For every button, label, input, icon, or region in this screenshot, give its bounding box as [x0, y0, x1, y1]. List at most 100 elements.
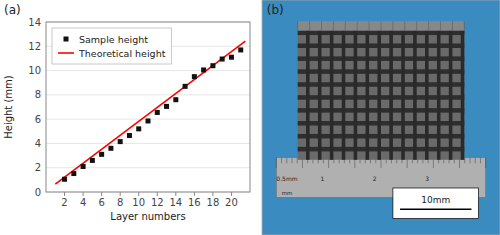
photo-background — [262, 0, 500, 235]
ruler-tick — [475, 157, 476, 163]
legend: Sample height Theoretical height — [52, 28, 171, 64]
scaffold-rod — [464, 21, 465, 30]
y-grid-line — [46, 143, 250, 144]
scaffold-rod — [452, 21, 453, 30]
ruler-tick — [281, 157, 282, 163]
sample-point — [118, 139, 123, 144]
x-tick-label: 4 — [80, 197, 86, 208]
sample-point — [173, 97, 178, 102]
scaffold-rod — [357, 21, 358, 30]
sample-point — [136, 126, 141, 131]
ruler-unit: mm — [282, 190, 293, 196]
legend-box — [52, 28, 171, 64]
x-tick-label: 6 — [98, 197, 104, 208]
ruler-label: 1 — [320, 175, 324, 182]
ruler-tick — [276, 157, 277, 168]
sample-point — [220, 57, 225, 62]
scaffold-rod — [392, 21, 393, 30]
scaffold-channel — [330, 31, 334, 160]
scaffold-rod — [428, 21, 429, 30]
y-tick-label: 10 — [28, 65, 41, 76]
scaffold-channel — [377, 31, 381, 160]
scaffold — [298, 31, 465, 160]
ruler-label: 3 — [425, 175, 429, 182]
legend-label: Sample height — [79, 34, 148, 45]
x-tick — [157, 192, 158, 196]
scaffold-channel — [437, 31, 441, 160]
x-tick — [101, 192, 102, 196]
x-tick — [194, 192, 195, 196]
ruler-tick — [291, 157, 292, 163]
ruler-tick — [286, 157, 287, 163]
panel-label: (b) — [267, 3, 284, 17]
grid — [46, 22, 250, 192]
sample-point — [146, 118, 151, 123]
y-tick-label: 2 — [35, 162, 41, 173]
scaffold-rod — [369, 21, 370, 30]
x-tick-label: 20 — [225, 197, 238, 208]
scaffold-channel — [413, 31, 417, 160]
sample-point — [210, 63, 215, 68]
y-grid-line — [46, 70, 250, 71]
x-tick-label: 10 — [132, 197, 145, 208]
y-tick-label: 4 — [35, 138, 41, 149]
x-tick — [175, 192, 176, 196]
ruler-label: 2 — [373, 175, 377, 182]
y-tick-label: 12 — [28, 41, 41, 52]
scaffold-channel — [425, 31, 429, 160]
scale-bar — [400, 208, 471, 210]
sample-point — [164, 104, 169, 109]
panel-title: (a) — [4, 3, 21, 17]
sample-point — [155, 110, 160, 115]
sample-point — [90, 158, 95, 163]
scaffold-rod — [381, 21, 382, 30]
scaffold-rod — [404, 21, 405, 30]
ruler-label: 0.5mm — [276, 175, 297, 182]
scaffold-rod — [297, 21, 298, 30]
scaffold-channel — [354, 31, 358, 160]
scaffold-rod — [440, 21, 441, 30]
legend-swatch — [58, 52, 74, 54]
plot-frame — [46, 22, 250, 192]
sample-point — [238, 47, 243, 52]
x-tick-label: 12 — [151, 197, 164, 208]
sample-point — [81, 164, 86, 169]
photo-panel: (b) 0.5mm 1 2 3 mm 10mm — [262, 0, 500, 235]
x-tick — [212, 192, 213, 196]
x-tick-label: 16 — [188, 197, 201, 208]
scaffold-rod — [333, 21, 334, 30]
scaffold-channel — [461, 31, 465, 160]
x-tick-label: 14 — [169, 197, 182, 208]
y-tick-label: 8 — [35, 89, 41, 100]
y-tick-label: 6 — [35, 114, 41, 125]
sample-point — [201, 67, 206, 72]
x-tick — [231, 192, 232, 196]
sample-point — [62, 177, 67, 182]
x-tick — [83, 192, 84, 196]
y-grid-line — [46, 94, 250, 95]
scaffold-top — [298, 21, 465, 30]
ruler-tick — [480, 157, 481, 163]
x-tick-label: 18 — [207, 197, 220, 208]
ruler-tick — [297, 157, 298, 163]
x-tick-label: 8 — [117, 197, 123, 208]
scaffold-rod — [309, 21, 310, 30]
sample-point — [71, 171, 76, 176]
scale-bar-label: 10mm — [421, 195, 450, 205]
legend-label: Theoretical height — [78, 48, 166, 59]
x-tick-label: 2 — [61, 197, 67, 208]
y-axis-label: Height (mm) — [3, 75, 14, 139]
x-tick — [138, 192, 139, 196]
scaffold-channel — [366, 31, 370, 160]
sample-point — [229, 55, 234, 60]
ruler-tick — [485, 157, 486, 168]
ruler-tick — [470, 157, 471, 163]
y-tick-label: 14 — [28, 17, 41, 28]
scaffold-channel — [449, 31, 453, 160]
scaffold-channel — [389, 31, 393, 160]
sample-point — [192, 74, 197, 79]
x-tick — [120, 192, 121, 196]
scaffold-channel — [318, 31, 322, 160]
scaffold-channel — [306, 31, 310, 160]
y-tick-label: 0 — [35, 187, 41, 198]
